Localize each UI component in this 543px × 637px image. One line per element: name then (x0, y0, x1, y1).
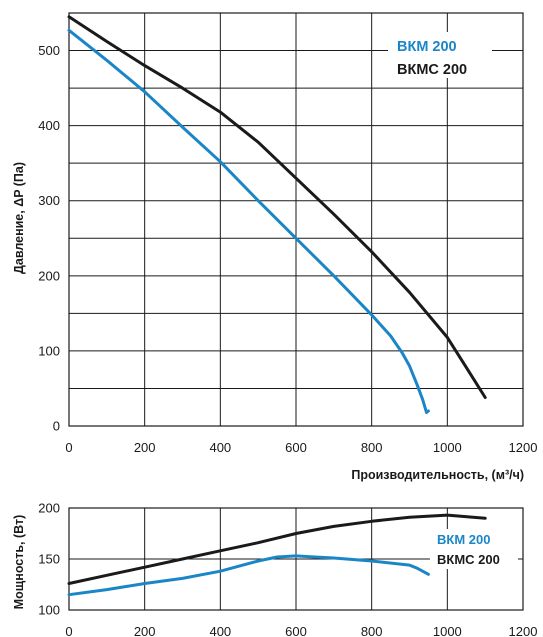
pressure-y-tick-label: 300 (38, 193, 60, 208)
power-x-tick-label: 800 (361, 624, 383, 637)
pressure-series (67, 15, 487, 414)
power-x-ticks: 0 200 400 600 800 1000 1200 (65, 624, 537, 637)
power-x-tick-label: 1000 (433, 624, 462, 637)
power-x-tick-label: 0 (65, 624, 72, 637)
power-chart: 0 200 400 600 800 1000 1200 100 150 200 ВКМ 200 … (12, 501, 537, 637)
pressure-grid (68, 12, 524, 427)
pressure-y-tick-label: 0 (53, 419, 60, 434)
power-y-axis-title: Мощность, (Вт) (12, 515, 26, 610)
pressure-x-tick-label: 200 (134, 440, 156, 455)
power-series-line-vkms200 (67, 513, 487, 585)
power-legend-vkm200: ВКМ 200 (437, 532, 490, 547)
pressure-x-tick-label: 0 (65, 440, 72, 455)
pressure-legend-vkm200: ВКМ 200 (397, 39, 457, 55)
pressure-legend-box (388, 32, 492, 78)
power-y-ticks: 100 150 200 (38, 501, 60, 618)
power-y-tick-label: 200 (38, 501, 60, 516)
pressure-series-line-vkm200 (67, 28, 430, 414)
pressure-y-axis-title: Давление, ΔP (Па) (12, 162, 26, 274)
power-y-tick-label: 150 (38, 552, 60, 567)
pressure-legend: ВКМ 200 ВКМС 200 (388, 32, 492, 78)
pressure-y-tick-label: 500 (38, 43, 60, 58)
power-x-tick-label: 200 (134, 624, 156, 637)
power-legend-box (430, 529, 518, 569)
pressure-y-tick-label: 400 (38, 118, 60, 133)
pressure-x-axis-title: Производительность, (м³/ч) (351, 468, 524, 482)
power-series-line-vkm200 (67, 554, 430, 597)
pressure-y-tick-label: 100 (38, 343, 60, 358)
power-x-tick-label: 600 (285, 624, 307, 637)
pressure-chart: 0 200 400 600 800 1000 1200 0 100 200 300 400 500 В… (12, 12, 537, 482)
power-series (67, 513, 487, 597)
pressure-x-ticks: 0 200 400 600 800 1000 1200 (65, 440, 537, 455)
pressure-y-tick-label: 200 (38, 268, 60, 283)
pressure-series-line-vkms200 (67, 15, 487, 399)
power-x-tick-label: 400 (209, 624, 231, 637)
pressure-y-ticks: 0 100 200 300 400 500 (38, 43, 60, 433)
pressure-plot-frame (68, 12, 524, 427)
power-legend-vkms200: ВКМС 200 (437, 552, 500, 567)
power-x-tick-label: 1200 (509, 624, 538, 637)
power-plot-frame (68, 507, 524, 611)
pressure-x-tick-label: 600 (285, 440, 307, 455)
pressure-x-tick-label: 1000 (433, 440, 462, 455)
power-legend: ВКМ 200 ВКМС 200 (430, 529, 518, 569)
pressure-x-tick-label: 400 (209, 440, 231, 455)
power-y-tick-label: 100 (38, 603, 60, 618)
pressure-x-tick-label: 1200 (509, 440, 538, 455)
pressure-x-tick-label: 800 (361, 440, 383, 455)
pressure-legend-vkms200: ВКМС 200 (397, 62, 467, 78)
